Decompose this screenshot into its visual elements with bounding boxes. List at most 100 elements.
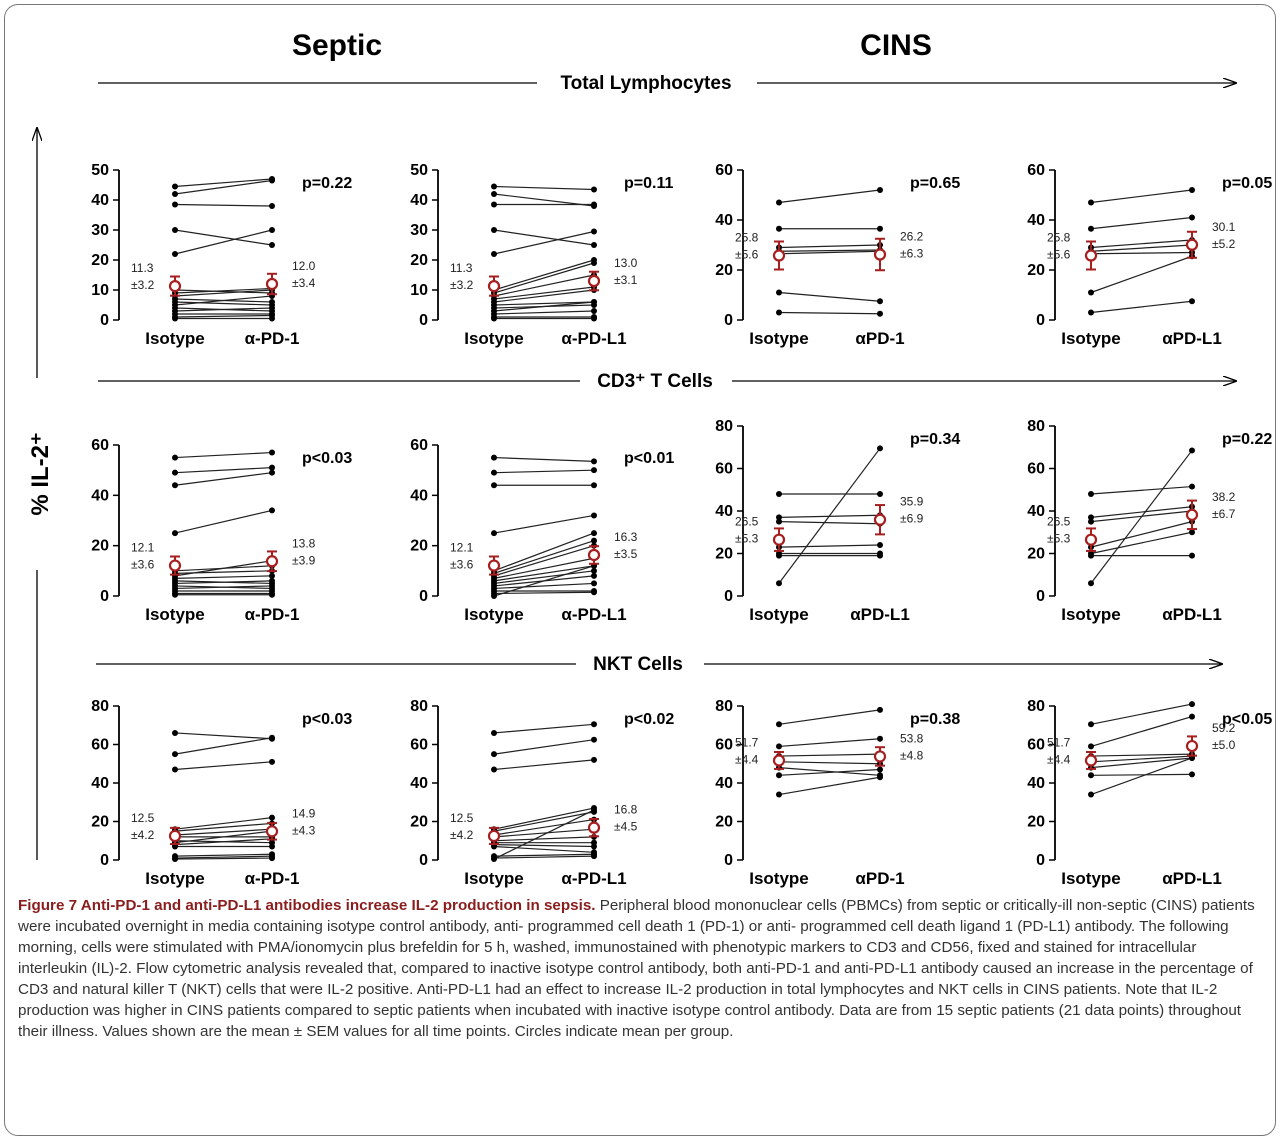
x-category-label: Isotype: [464, 329, 524, 348]
y-tick-label: 80: [1027, 418, 1045, 435]
sem-label: ±3.6: [131, 558, 155, 572]
x-category-label: Isotype: [145, 329, 205, 348]
pair-line: [174, 585, 273, 590]
data-point: [776, 309, 782, 316]
pair-line: [174, 178, 273, 188]
section-title-nkt-cells: NKT Cells: [593, 654, 683, 675]
y-tick-label: 40: [1027, 503, 1045, 520]
pair-line: [1090, 703, 1193, 725]
data-point: [172, 454, 178, 461]
data-point: [591, 512, 597, 519]
pair-line: [493, 582, 595, 590]
y-tick-label: 60: [715, 162, 733, 179]
pair-line: [174, 301, 273, 306]
pair-line: [1090, 757, 1193, 769]
mean-label: 14.9: [292, 806, 316, 820]
pair-line: [493, 565, 595, 597]
data-point: [776, 791, 782, 798]
p-value-label: p=0.65: [910, 175, 960, 192]
sem-label: ±5.3: [1047, 532, 1071, 546]
y-tick-label: 0: [419, 852, 428, 869]
mean-marker: [1185, 508, 1199, 521]
data-point: [269, 591, 275, 598]
sem-label: ±6.9: [900, 512, 924, 526]
data-point: [269, 814, 275, 821]
mean-marker: [1185, 739, 1199, 753]
data-point: [591, 580, 597, 587]
data-point: [591, 756, 597, 763]
pair-line: [778, 738, 881, 748]
data-point: [269, 507, 275, 514]
pair-line: [1090, 255, 1193, 294]
data-point: [776, 225, 782, 232]
x-category-label: α-PD-1: [245, 329, 300, 348]
panel: 0 20 40 60 80 Isotype αPD-L1 51.7 ±4.4 59.2 ±5.0 p<…: [1027, 698, 1272, 888]
data-point: [1088, 491, 1094, 497]
data-point: [491, 454, 497, 461]
pair-line: [778, 249, 881, 252]
sem-label: ±3.2: [450, 278, 474, 292]
pair-line: [493, 818, 595, 836]
pair-line: [778, 250, 881, 255]
mean-label: 26.5: [1047, 515, 1071, 529]
pair-line: [493, 570, 595, 585]
data-point: [1088, 791, 1094, 798]
p-value-label: p=0.05: [1222, 175, 1272, 192]
y-tick-label: 80: [1027, 698, 1045, 715]
pair-line: [493, 310, 595, 315]
data-point: [172, 315, 178, 322]
mean-label: 35.9: [900, 495, 924, 509]
data-point: [1088, 289, 1094, 296]
mean-marker: [265, 555, 279, 568]
data-point: [776, 721, 782, 728]
data-point: [1189, 187, 1195, 193]
mean-marker: [168, 829, 182, 843]
pair-line: [174, 732, 273, 740]
data-point: [491, 227, 497, 233]
data-point: [172, 469, 178, 476]
y-tick-label: 20: [715, 262, 733, 279]
pair-line: [493, 844, 595, 848]
mean-marker: [265, 825, 279, 838]
pair-line: [174, 857, 273, 860]
data-point: [591, 721, 597, 728]
mean-label: 51.7: [1047, 735, 1071, 749]
pair-line: [493, 262, 595, 294]
pair-line: [493, 286, 595, 300]
y-tick-label: 0: [100, 852, 109, 869]
data-point: [776, 743, 782, 750]
data-point: [1088, 580, 1094, 587]
y-tick-label: 50: [91, 162, 109, 179]
data-point: [776, 514, 782, 521]
x-category-label: Isotype: [749, 329, 809, 348]
pair-line: [493, 301, 595, 306]
p-value-label: p=0.11: [624, 175, 673, 192]
data-point: [776, 580, 782, 587]
p-value-label: p<0.03: [302, 711, 352, 728]
sem-label: ±5.3: [735, 532, 759, 546]
data-point: [172, 227, 178, 233]
y-tick-label: 10: [410, 282, 428, 299]
header-septic: Septic: [292, 29, 382, 62]
data-point: [591, 308, 597, 314]
sem-label: ±6.3: [900, 247, 924, 261]
sem-label: ±4.5: [614, 820, 638, 834]
data-point: [1189, 552, 1195, 559]
pair-line: [174, 737, 273, 755]
sem-label: ±4.4: [735, 752, 759, 766]
pair-line: [1090, 757, 1193, 796]
y-tick-label: 10: [91, 282, 109, 299]
y-tick-label: 40: [1027, 775, 1045, 792]
data-point: [269, 572, 275, 579]
pair-line: [1090, 753, 1193, 757]
pair-line: [493, 469, 595, 474]
data-point: [491, 201, 497, 208]
data-point: [172, 251, 178, 257]
mean-label: 16.3: [614, 530, 638, 544]
y-tick-label: 0: [1036, 312, 1045, 329]
pair-line: [493, 591, 595, 595]
data-point: [1189, 529, 1195, 536]
pair-line: [493, 532, 595, 572]
y-tick-label: 0: [1036, 588, 1045, 605]
pair-line: [493, 853, 595, 857]
